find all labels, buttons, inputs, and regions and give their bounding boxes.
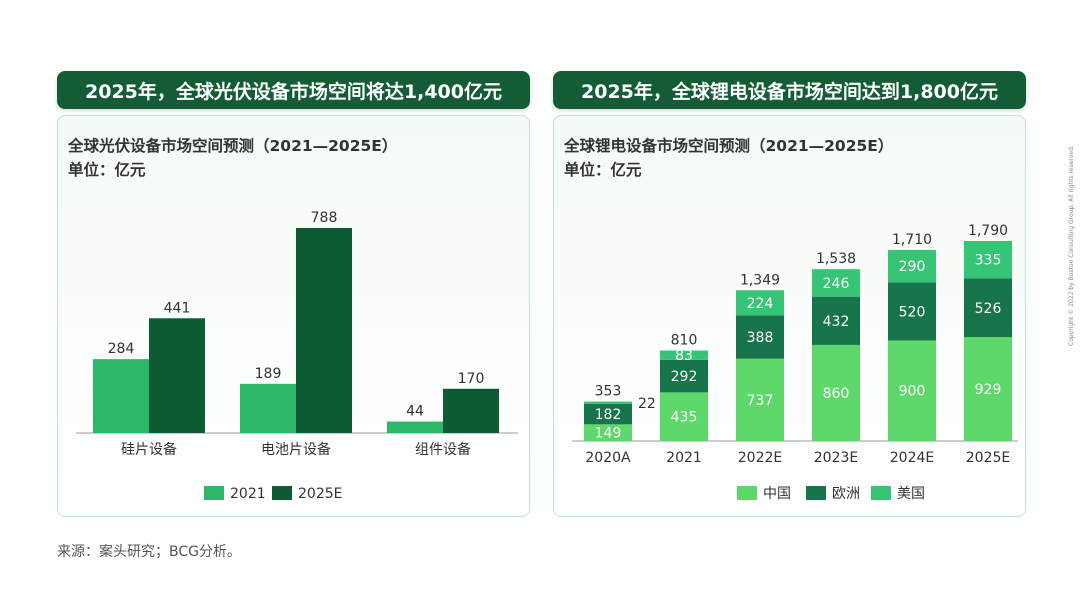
li-total-label: 1,710 <box>892 232 932 248</box>
li-data-label: 224 <box>747 296 774 312</box>
pv-bar-2025E-2 <box>443 388 499 433</box>
pv-bar-2025E-0 <box>149 318 205 433</box>
pv-bar-2021-0 <box>93 359 149 433</box>
li-category-label: 2024E <box>890 450 934 466</box>
li-category-label: 2020A <box>585 450 631 466</box>
li-bar-segment-欧洲-5 <box>964 278 1012 338</box>
pv-data-label: 189 <box>255 366 282 382</box>
li-bar-segment-欧洲-1 <box>660 359 708 393</box>
pv-data-label: 788 <box>311 210 338 226</box>
li-data-label: 246 <box>823 276 850 292</box>
li-legend-swatch <box>871 486 891 500</box>
li-category-label: 2021 <box>666 450 702 466</box>
pv-data-label: 284 <box>108 341 135 357</box>
li-bar-segment-美国-4 <box>888 249 936 283</box>
li-legend-swatch <box>806 486 826 500</box>
li-data-label: 520 <box>899 304 926 320</box>
pv-chart-title: 全球光伏设备市场空间预测（2021—2025E） <box>68 137 398 155</box>
pv-unit-label: 单位：亿元 <box>68 161 146 179</box>
li-total-label: 810 <box>671 332 698 348</box>
li-data-label: 435 <box>671 410 698 426</box>
pv-category-label: 组件设备 <box>415 441 471 458</box>
li-legend-swatch <box>737 486 757 500</box>
pv-legend-label: 2021 <box>230 486 266 502</box>
li-data-label: 929 <box>975 382 1002 398</box>
li-data-label: 335 <box>975 253 1002 269</box>
li-bar-segment-美国-5 <box>964 241 1012 279</box>
pv-legend-label: 2025E <box>298 486 342 502</box>
li-bar-segment-中国-3 <box>812 344 860 441</box>
li-bar-segment-欧洲-0 <box>584 404 632 425</box>
li-data-label: 22 <box>638 396 656 412</box>
li-data-label: 860 <box>823 386 850 402</box>
li-legend-label: 美国 <box>897 486 925 502</box>
li-bar-segment-中国-5 <box>964 337 1012 441</box>
li-bar-segment-美国-1 <box>660 350 708 360</box>
li-data-label: 737 <box>747 393 774 409</box>
li-data-label: 526 <box>975 301 1002 317</box>
pv-bar-2021-2 <box>387 421 443 433</box>
pv-category-label: 电池片设备 <box>261 441 331 458</box>
li-bar-segment-中国-0 <box>584 424 632 441</box>
li-category-label: 2023E <box>814 450 858 466</box>
pv-card: 全球光伏设备市场空间预测（2021—2025E） 单位：亿元 284 441 硅片设… <box>57 115 530 517</box>
li-total-label: 1,538 <box>816 251 856 267</box>
li-bar-segment-美国-0 <box>584 401 632 405</box>
li-bar-segment-美国-3 <box>812 269 860 297</box>
pv-chart-header: 全球光伏设备市场空间预测（2021—2025E） 单位：亿元 <box>68 134 397 182</box>
li-data-label: 900 <box>899 384 926 400</box>
li-category-label: 2022E <box>738 450 782 466</box>
li-bar-segment-美国-2 <box>736 290 784 316</box>
pv-bar-2021-1 <box>240 383 296 433</box>
li-total-label: 353 <box>595 384 622 400</box>
li-data-label: 292 <box>671 369 698 385</box>
li-total-label: 1,790 <box>968 223 1008 239</box>
li-card: 全球锂电设备市场空间预测（2021—2025E） 单位：亿元 149 182 22 3… <box>553 115 1026 517</box>
li-banner: 2025年，全球锂电设备市场空间达到1,800亿元 <box>553 71 1026 109</box>
li-bar-segment-欧洲-4 <box>888 282 936 341</box>
pv-data-label: 170 <box>458 371 485 387</box>
li-bar-segment-中国-1 <box>660 392 708 441</box>
li-bar-segment-欧洲-2 <box>736 315 784 359</box>
li-bar-segment-中国-4 <box>888 340 936 441</box>
pv-category-label: 硅片设备 <box>121 441 177 458</box>
li-data-label: 432 <box>823 314 850 330</box>
li-bar-segment-欧洲-3 <box>812 296 860 345</box>
pv-legend-swatch <box>204 486 224 500</box>
li-data-label: 182 <box>595 407 622 423</box>
li-data-label: 388 <box>747 330 774 346</box>
li-bar-segment-中国-2 <box>736 358 784 441</box>
pv-banner: 2025年，全球光伏设备市场空间将达1,400亿元 <box>57 71 530 109</box>
copyright-note: Copyright © 2022 by Boston Consulting Gr… <box>1068 145 1075 346</box>
pv-data-label: 44 <box>406 404 424 420</box>
li-data-label: 83 <box>675 348 693 364</box>
pv-legend-swatch <box>272 486 292 500</box>
li-total-label: 1,349 <box>740 272 780 288</box>
source-note: 来源：案头研究；BCG分析。 <box>57 544 241 560</box>
pv-data-label: 441 <box>164 300 191 316</box>
li-data-label: 149 <box>595 426 622 442</box>
li-data-label: 290 <box>899 259 926 275</box>
pv-bar-2025E-1 <box>296 228 352 433</box>
li-legend-label: 欧洲 <box>832 486 860 502</box>
li-unit-label: 单位：亿元 <box>564 161 642 179</box>
pv-bar-chart: 284 441 硅片设备 189 788 电池片设备 44 170 组件设备 2021 2025E <box>76 210 518 502</box>
li-chart-header: 全球锂电设备市场空间预测（2021—2025E） 单位：亿元 <box>564 134 893 182</box>
li-category-label: 2025E <box>966 450 1010 466</box>
li-chart-title: 全球锂电设备市场空间预测（2021—2025E） <box>564 137 894 155</box>
li-legend-label: 中国 <box>763 486 791 502</box>
